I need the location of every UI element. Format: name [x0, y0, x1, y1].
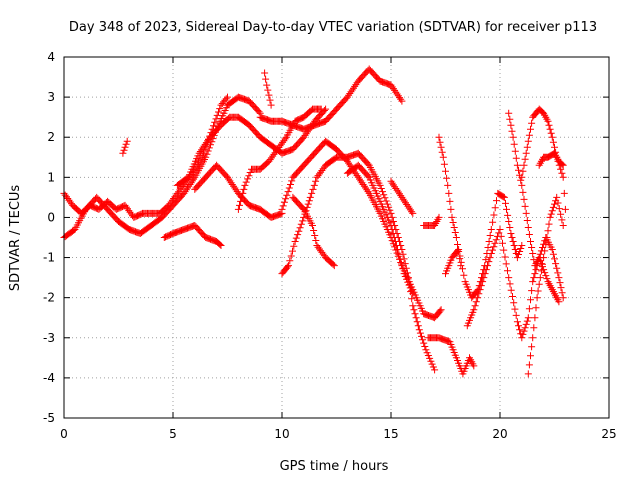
- series-track-13: [343, 161, 417, 298]
- point-markers: [119, 137, 131, 157]
- chart-title: Day 348 of 2023, Sidereal Day-to-day VTE…: [69, 20, 597, 35]
- series-track-10: [278, 149, 439, 374]
- point-markers: [435, 133, 465, 270]
- point-markers: [535, 149, 567, 169]
- point-markers: [387, 177, 417, 217]
- point-markers: [256, 65, 406, 133]
- x-axis-label: GPS time / hours: [280, 459, 389, 474]
- series-track-4: [191, 161, 286, 221]
- y-tick-label: 4: [47, 50, 55, 64]
- x-tick-label: 10: [274, 427, 289, 441]
- series-track-18: [442, 189, 526, 302]
- x-tick-label: 20: [492, 427, 507, 441]
- y-tick-label: -1: [43, 251, 55, 265]
- series-track-7: [256, 65, 406, 133]
- x-tick-label: 25: [601, 427, 616, 441]
- y-tick-label: -4: [43, 371, 55, 385]
- series-track-15: [420, 213, 443, 229]
- series-track-8: [261, 69, 275, 109]
- point-markers: [191, 161, 286, 221]
- y-axis-label: SDTVAR / TECUs: [8, 185, 23, 292]
- point-markers: [160, 222, 225, 249]
- point-markers: [261, 69, 275, 109]
- series-track-22: [524, 193, 567, 378]
- point-markers: [420, 213, 443, 229]
- y-tick-label: 3: [47, 90, 55, 104]
- point-markers: [278, 149, 439, 374]
- series-track-14: [387, 177, 417, 217]
- data-points: [60, 65, 569, 378]
- series-track-16: [424, 334, 478, 378]
- y-tick-label: -3: [43, 331, 55, 345]
- series-track-11: [289, 193, 338, 270]
- point-markers: [463, 226, 567, 342]
- point-markers: [424, 334, 478, 378]
- y-tick-label: 0: [47, 210, 55, 224]
- point-markers: [524, 193, 567, 378]
- series-track-3: [160, 222, 225, 249]
- plot-frame: [63, 56, 610, 419]
- x-tick-label: 15: [383, 427, 398, 441]
- y-tick-label: -2: [43, 291, 55, 305]
- series-track-23: [535, 149, 567, 169]
- y-tick-label: 1: [47, 170, 55, 184]
- x-tick-label: 0: [60, 427, 68, 441]
- x-tick-label: 5: [169, 427, 177, 441]
- point-markers: [442, 189, 526, 302]
- x-ticks: 0 5 10 15 20 25: [60, 57, 617, 441]
- point-markers: [289, 193, 338, 270]
- series-track-19: [463, 226, 567, 342]
- y-tick-label: 2: [47, 130, 55, 144]
- series-track-17: [435, 133, 465, 270]
- point-markers: [343, 161, 417, 298]
- y-tick-label: -5: [43, 411, 55, 425]
- series-track-9: [119, 137, 131, 157]
